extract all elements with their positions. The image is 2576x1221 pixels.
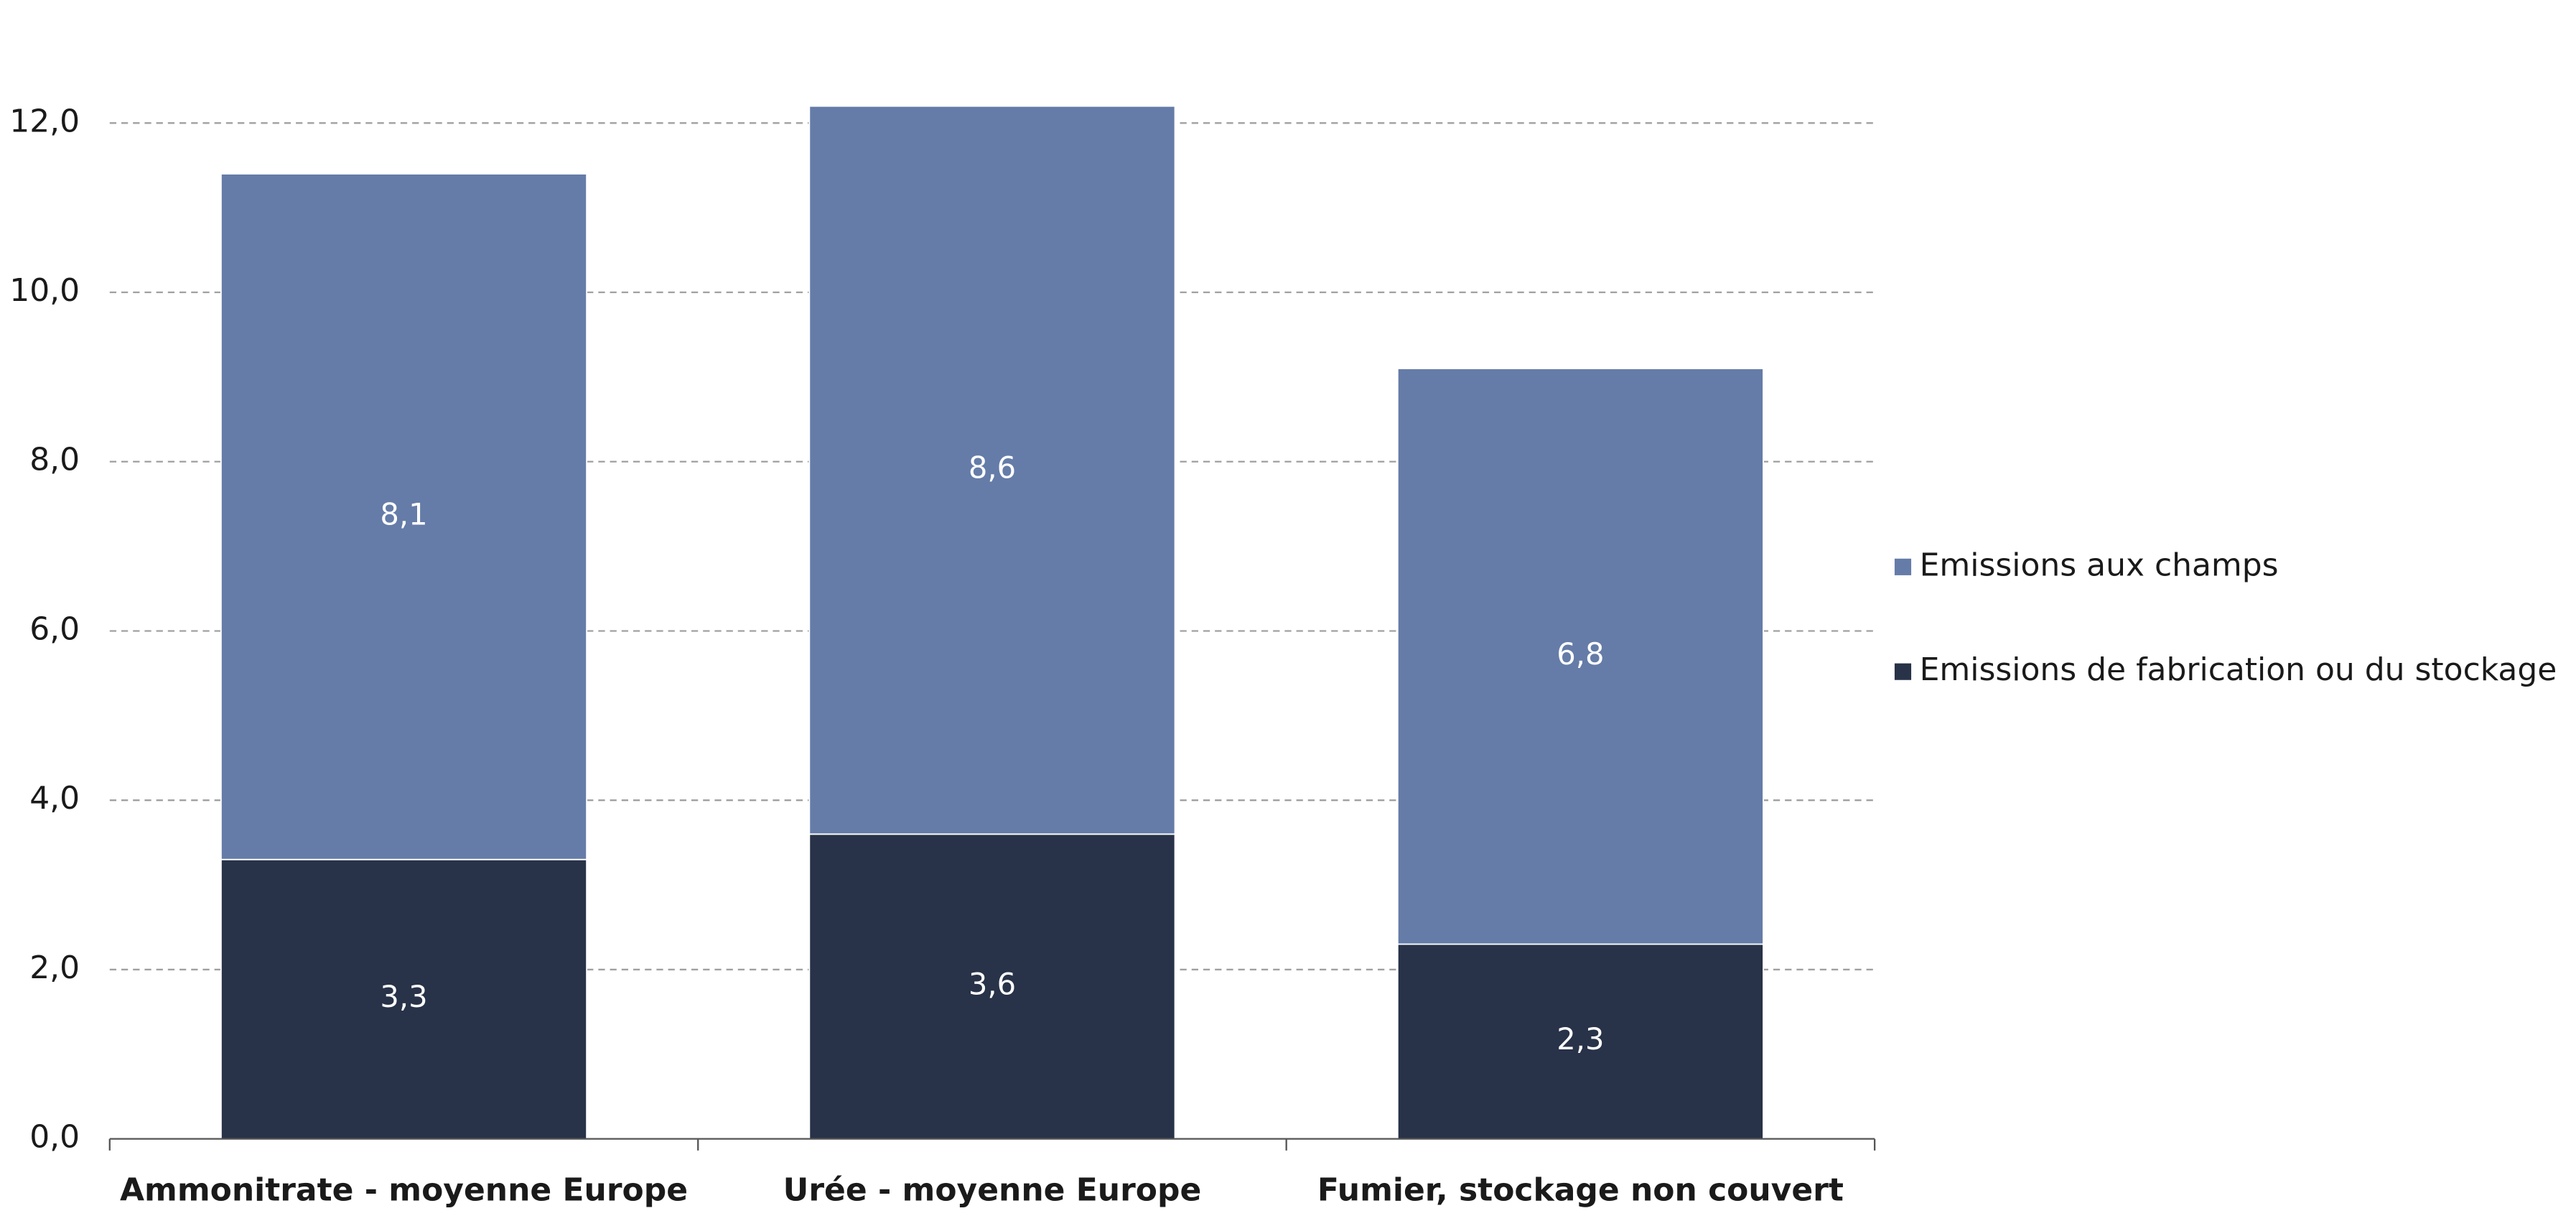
- y-tick-label: 12,0: [9, 103, 80, 139]
- y-tick-label: 4,0: [29, 780, 80, 817]
- bar-segment: [220, 858, 588, 1140]
- y-tick-label: 6,0: [29, 610, 80, 647]
- x-tick-label: Urée - moyenne Europe: [783, 1172, 1202, 1209]
- legend-label: Emissions aux champs: [1920, 547, 2279, 583]
- y-tick-label: 10,0: [9, 272, 80, 309]
- bar-segment: [808, 833, 1176, 1140]
- bar-segment: [808, 105, 1176, 835]
- data-label: 8,6: [969, 450, 1016, 486]
- data-label: 8,1: [380, 496, 427, 531]
- bar-segment: [1396, 943, 1764, 1140]
- bar-segment: [220, 173, 588, 860]
- legend-label: Emissions de fabrication ou du stockage: [1920, 651, 2557, 688]
- x-tick-label: Ammonitrate - moyenne Europe: [120, 1172, 688, 1209]
- y-tick-label: 8,0: [29, 442, 80, 478]
- legend-swatch: [1894, 558, 1912, 575]
- x-tick-label: Fumier, stockage non couvert: [1317, 1172, 1844, 1209]
- legend-swatch: [1894, 663, 1912, 680]
- y-tick-label: 2,0: [29, 950, 80, 986]
- data-label: 3,3: [380, 979, 427, 1014]
- y-tick-label: 0,0: [29, 1119, 80, 1156]
- data-label: 2,3: [1557, 1021, 1604, 1057]
- data-label: 6,8: [1557, 636, 1604, 672]
- data-label: 3,6: [969, 966, 1016, 1001]
- bar-segment: [1396, 368, 1764, 945]
